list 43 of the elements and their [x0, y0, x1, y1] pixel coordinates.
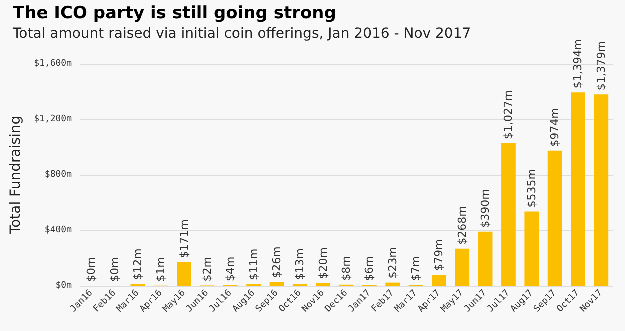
data-label: $11m [247, 248, 260, 280]
bar [386, 282, 400, 286]
data-label: $1m [154, 257, 168, 282]
data-label: $8m [340, 256, 353, 281]
bar [548, 150, 562, 286]
y-tick-label: $1,200m [34, 114, 72, 124]
data-label: $12m [131, 248, 144, 280]
data-label: $7m [410, 256, 423, 282]
bar [524, 212, 540, 286]
chart-subtitle: Total amount raised via initial coin offerings, Jan 2016 - Nov 2017 [12, 26, 472, 42]
bar [594, 94, 609, 286]
data-label: $79m [432, 239, 446, 272]
chart-title: The ICO party is still going strong [13, 4, 336, 24]
data-label: $535m [525, 169, 538, 208]
data-label: $390m [479, 189, 492, 228]
data-label: $13m [294, 248, 307, 280]
data-label: $23m [386, 247, 400, 279]
y-tick-label: $1,600m [34, 59, 72, 69]
data-label: $974m [548, 108, 562, 147]
bar [177, 262, 192, 286]
data-label: $268m [456, 206, 469, 245]
bar [432, 275, 446, 286]
data-label: $4m [224, 256, 238, 282]
data-label: $20m [316, 248, 330, 280]
bar [270, 282, 284, 286]
bar [316, 283, 331, 286]
y-tick-label: $800m [44, 170, 72, 180]
data-label: $2m [200, 257, 214, 282]
data-label: $0m [108, 257, 122, 282]
bar [571, 92, 586, 286]
bar [478, 232, 493, 286]
y-tick-label: $400m [44, 226, 72, 236]
data-label: $1,379m [594, 41, 608, 91]
data-label: $26m [270, 246, 284, 278]
data-label: $1,394m [572, 39, 585, 89]
bar [455, 248, 470, 286]
y-tick-label: $0m [56, 281, 72, 291]
data-label: $6m [363, 256, 376, 282]
data-label: $1,027m [502, 90, 516, 140]
y-axis-title: Total Fundraising [8, 116, 24, 236]
bar [502, 144, 516, 286]
data-label: $171m [178, 220, 191, 258]
data-label: $0m [85, 257, 98, 282]
